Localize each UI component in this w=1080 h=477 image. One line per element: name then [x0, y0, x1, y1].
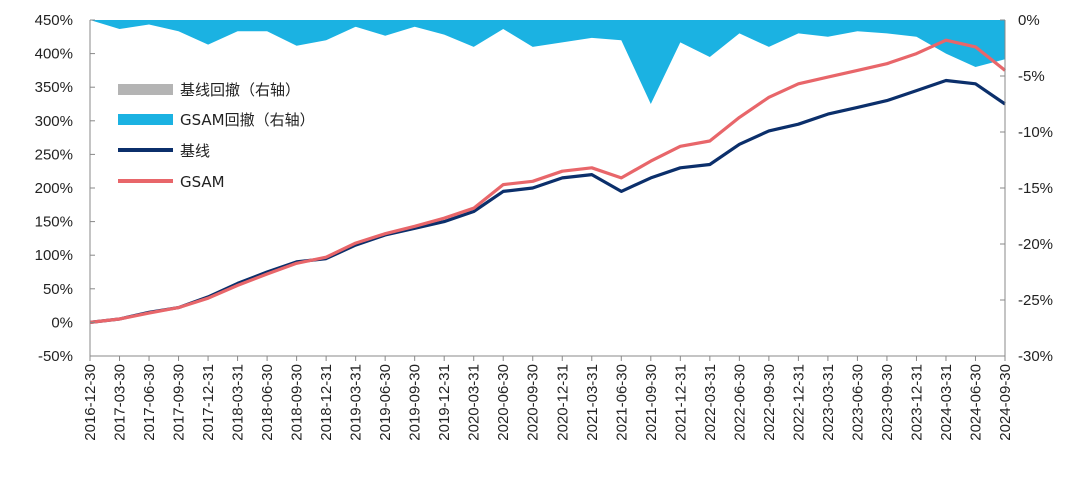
right-y-tick-label: -15%: [1018, 180, 1053, 197]
left-y-tick-label: 100%: [35, 247, 73, 264]
left-y-tick-label: 300%: [35, 113, 73, 130]
x-tick-label: 2019-03-31: [348, 364, 365, 441]
x-tick-label: 2021-03-31: [584, 364, 601, 441]
x-tick-label: 2020-03-31: [466, 364, 483, 441]
x-tick-label: 2023-06-30: [849, 364, 866, 441]
left-y-tick-label: 150%: [35, 214, 73, 231]
x-tick-label: 2024-06-30: [967, 364, 984, 441]
left-y-tick-label: 50%: [43, 281, 73, 298]
x-tick-label: 2017-06-30: [141, 364, 158, 441]
right-y-tick-labels: 0% -5% -10% -15% -20% -25% -30%: [1000, 12, 1053, 365]
x-tick-label: 2023-03-31: [820, 364, 837, 441]
right-y-tick-label: -5%: [1018, 68, 1045, 85]
left-y-tick-label: 400%: [35, 46, 73, 63]
x-tick-label: 2021-09-30: [643, 364, 660, 441]
x-tick-label: 2019-06-30: [377, 364, 394, 441]
legend-swatch-baseline-drawdown: [118, 84, 173, 95]
x-tick-label: 2022-03-31: [702, 364, 719, 441]
left-y-tick-label: 450%: [35, 12, 73, 29]
legend: 基线回撤（右轴） GSAM回撤（右轴） 基线 GSAM: [118, 81, 315, 191]
right-y-tick-label: 0%: [1018, 12, 1040, 29]
legend-label-baseline: 基线: [180, 142, 210, 160]
x-tick-label: 2016-12-30: [82, 364, 99, 441]
legend-label-gsam-drawdown: GSAM回撤（右轴）: [180, 111, 315, 129]
x-tick-label: 2022-12-31: [790, 364, 807, 441]
x-tick-label: 2018-03-31: [230, 364, 247, 441]
x-tick-label: 2019-12-31: [436, 364, 453, 441]
x-tick-labels: 2016-12-30 2017-03-30 2017-06-30 2017-09-30…: [82, 356, 1014, 441]
x-tick-label: 2023-09-30: [879, 364, 896, 441]
x-tick-label: 2018-12-31: [318, 364, 335, 441]
x-tick-label: 2018-09-30: [289, 364, 306, 441]
x-tick-label: 2024-09-30: [997, 364, 1014, 441]
right-y-tick-label: -10%: [1018, 124, 1053, 141]
left-y-tick-labels: 450% 400% 350% 300% 250% 200% 150% 100% 50% 0% -50…: [35, 12, 95, 365]
left-y-tick-label: 250%: [35, 146, 73, 163]
left-y-tick-label: -50%: [38, 348, 73, 365]
x-tick-label: 2021-12-31: [672, 364, 689, 441]
x-tick-label: 2017-12-31: [200, 364, 217, 441]
left-y-tick-label: 200%: [35, 180, 73, 197]
right-y-tick-label: -20%: [1018, 236, 1053, 253]
drawdown-areas: [89, 19, 1006, 105]
x-tick-label: 2023-12-31: [908, 364, 925, 441]
x-tick-label: 2021-06-30: [613, 364, 630, 441]
baseline-line: [89, 78, 1006, 324]
legend-swatch-gsam-drawdown: [118, 114, 173, 125]
x-tick-label: 2017-09-30: [171, 364, 188, 441]
x-tick-label: 2019-09-30: [407, 364, 424, 441]
x-tick-label: 2022-06-30: [731, 364, 748, 441]
right-y-tick-label: -25%: [1018, 292, 1053, 309]
cumulative-return-lines: [89, 38, 1006, 324]
gsam-line: [89, 38, 1006, 324]
x-tick-label: 2024-03-31: [938, 364, 955, 441]
x-tick-label: 2022-09-30: [761, 364, 778, 441]
x-tick-label: 2020-09-30: [525, 364, 542, 441]
x-tick-label: 2017-03-30: [112, 364, 129, 441]
left-y-tick-label: 350%: [35, 79, 73, 96]
x-tick-label: 2018-06-30: [259, 364, 276, 441]
left-y-tick-label: 0%: [51, 314, 73, 331]
x-tick-label: 2020-12-31: [554, 364, 571, 441]
right-y-tick-label: -30%: [1018, 348, 1053, 365]
gsam-drawdown-area: [90, 20, 1005, 104]
legend-label-gsam: GSAM: [180, 173, 225, 191]
axes: [89, 20, 1006, 357]
x-tick-label: 2020-06-30: [495, 364, 512, 441]
legend-label-baseline-drawdown: 基线回撤（右轴）: [180, 81, 300, 99]
